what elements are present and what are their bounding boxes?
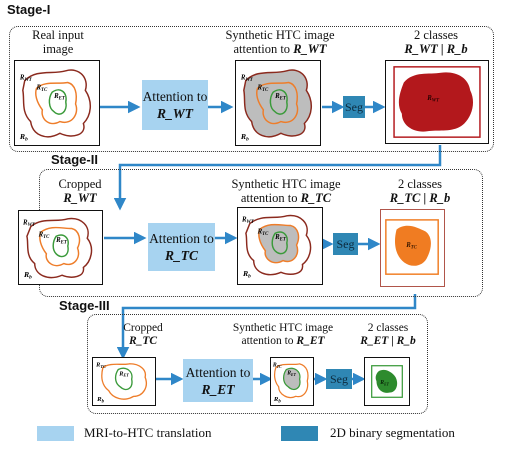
stage2-attention-box: Attention to R_TC: [148, 223, 215, 271]
svg-text:RET: RET: [379, 380, 389, 386]
stage3-synthetic-label: Synthetic HTC image attention to R_ET: [232, 322, 334, 347]
stage3-input-image: RTC RET Rb: [92, 357, 156, 406]
svg-text:RTC: RTC: [256, 84, 269, 92]
stage1-attention-target: R_WT: [156, 106, 193, 121]
svg-text:RTC: RTC: [405, 242, 417, 250]
svg-text:RTC: RTC: [95, 362, 106, 369]
stage2-output-image: RTC: [380, 209, 445, 287]
arrow-s2-to-s3: [116, 294, 417, 360]
svg-text:RWT: RWT: [19, 75, 33, 83]
stage3-output-image: RET: [364, 357, 410, 406]
stage3-attention-target: R_ET: [201, 381, 235, 397]
svg-text:RET: RET: [274, 234, 287, 242]
stage2-seg-box: Seg: [333, 233, 358, 255]
stage1-synthetic-label: Synthetic HTC image attention to R_WT: [225, 28, 335, 56]
svg-text:RTC: RTC: [35, 84, 48, 92]
arrow-s1-to-s2: [113, 145, 442, 211]
stage3-synthetic-image: RTC RET Rb: [270, 357, 314, 406]
svg-text:Rb: Rb: [19, 132, 28, 142]
stage3-input-label: Cropped R_TC: [123, 322, 163, 347]
svg-text:Rb: Rb: [242, 269, 251, 279]
stage1-input-label: Real input image: [32, 28, 84, 56]
svg-text:RWT: RWT: [241, 217, 255, 225]
svg-text:RTC: RTC: [257, 228, 270, 236]
legend-segmentation-swatch: [281, 426, 318, 441]
stage2-input-label: Cropped R_WT: [58, 177, 102, 205]
svg-text:RET: RET: [286, 370, 296, 376]
stage1-frame: [9, 26, 494, 152]
stage2-classes-label: 2 classes R_TC | R_b: [389, 177, 451, 205]
stage2-title: Stage-II: [51, 152, 98, 167]
svg-text:RTC: RTC: [38, 231, 51, 239]
stage3-title: Stage-III: [59, 298, 110, 313]
stage1-seg-box: Seg: [343, 96, 365, 118]
legend-translation-swatch: [37, 426, 74, 441]
stage1-classes-label: 2 classes R_WT | R_b: [404, 28, 468, 56]
svg-text:Rb: Rb: [96, 396, 104, 404]
svg-text:RWT: RWT: [22, 220, 36, 228]
stage2-synthetic-label: Synthetic HTC image attention to R_TC: [231, 177, 341, 205]
stage1-output-image: RWT: [385, 60, 489, 144]
stage3-seg-box: Seg: [326, 369, 352, 389]
stage2-synthetic-image: RWT RTC RET Rb: [237, 207, 323, 285]
svg-text:Rb: Rb: [240, 132, 249, 142]
stage2-attention-target: R_TC: [164, 248, 198, 263]
svg-text:RET: RET: [55, 237, 68, 245]
svg-text:RET: RET: [53, 93, 66, 101]
svg-text:RTC: RTC: [272, 363, 282, 369]
svg-text:Rb: Rb: [23, 270, 32, 280]
svg-text:Rb: Rb: [273, 396, 281, 404]
stage1-synthetic-image: RWT RTC RET Rb: [235, 60, 321, 146]
svg-text:RWT: RWT: [240, 75, 254, 83]
stage1-attention-box: Attention to R_WT: [142, 80, 208, 130]
stage3-frame: [87, 314, 428, 414]
legend-segmentation-label: 2D binary segmentation: [330, 425, 455, 440]
svg-text:RET: RET: [274, 93, 287, 101]
stage1-title: Stage-I: [7, 2, 51, 17]
stage3-attention-box: Attention to R_ET: [183, 359, 253, 402]
stage3-classes-label: 2 classes R_ET | R_b: [360, 322, 416, 347]
legend-translation-label: MRI-to-HTC translation: [84, 425, 212, 440]
svg-text:RET: RET: [118, 370, 129, 377]
stage2-input-image: RWT RTC RET Rb: [18, 210, 103, 285]
stage1-input-image: RWT RTC RET Rb: [14, 60, 100, 146]
svg-text:RWT: RWT: [426, 95, 440, 103]
stage1-input-contours: RWT RTC RET Rb: [19, 69, 91, 143]
